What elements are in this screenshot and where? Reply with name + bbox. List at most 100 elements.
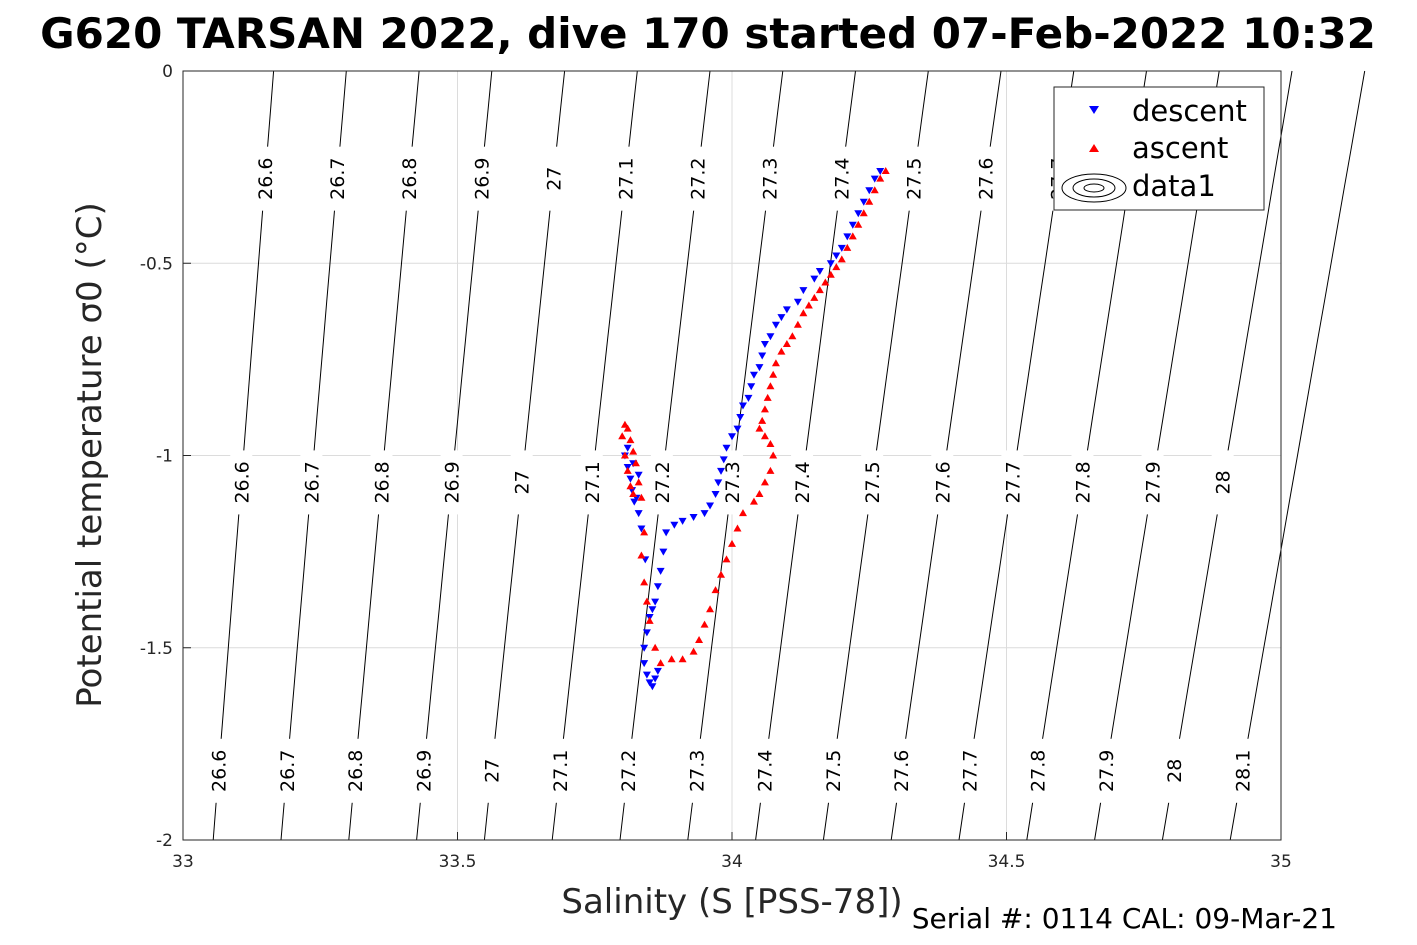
ascent-point (629, 489, 638, 497)
contour-label-top: 27.5 (904, 158, 926, 200)
descent-point (645, 679, 654, 687)
ascent-point (626, 482, 635, 490)
contour-label-middle: 28 (1213, 470, 1235, 494)
contour-label-bottom: 27.4 (755, 750, 777, 792)
legend-contour-icon (1061, 173, 1127, 203)
contour-label-bg (1141, 450, 1164, 515)
ascent-point (722, 555, 731, 563)
contour-label-bg (974, 146, 997, 211)
contour-label-bottom: 27.6 (891, 750, 913, 792)
x-tick-label: 33 (172, 852, 194, 872)
ascent-point (651, 643, 660, 651)
contour-label-bg (542, 146, 565, 211)
descent-point (642, 629, 651, 637)
descent-point (630, 498, 639, 506)
descent-point (832, 252, 841, 260)
contour-label-bg (548, 738, 571, 803)
descent-point (870, 175, 879, 183)
descent-point (815, 267, 824, 275)
contour-label-bottom: 26.7 (277, 750, 299, 792)
x-tick-label: 35 (1270, 852, 1292, 872)
descent-point (719, 456, 728, 464)
contour-label-bg (370, 450, 393, 515)
contour-label-bg (1094, 738, 1117, 803)
contour-label-bg (207, 738, 230, 803)
descent-point (656, 567, 665, 575)
contour-label-bg (326, 146, 349, 211)
contour-label-middle: 27.4 (792, 461, 814, 503)
ascent-point (717, 570, 726, 578)
ascent-point (821, 278, 830, 286)
contour-label-middle: 26.6 (231, 461, 253, 503)
ascent-point (843, 243, 852, 251)
contour-label-bg (480, 738, 503, 803)
ascent-point (637, 551, 646, 559)
ascent-point (706, 605, 715, 613)
ascent-point (848, 232, 857, 240)
contour-label-bg (398, 146, 421, 211)
descent-point (714, 479, 723, 487)
ascent-point (637, 493, 646, 501)
contour-label-bg (958, 738, 981, 803)
contour-label-bg (580, 450, 603, 515)
descent-point (648, 606, 657, 614)
ascent-point (865, 197, 874, 205)
descent-point (749, 371, 758, 379)
ascent-point (689, 647, 698, 655)
legend-data1-label: data1 (1132, 169, 1216, 203)
contour-label-bg (650, 450, 673, 515)
legend-descent-marker (1089, 106, 1099, 114)
contour-label-top: 27.1 (615, 158, 637, 200)
descent-point (777, 314, 786, 322)
contour-label-bottom: 26.8 (345, 750, 367, 792)
ascent-point (642, 597, 651, 605)
legend-ascent-label: ascent (1132, 131, 1228, 165)
descent-point (771, 321, 780, 329)
ascent-point (771, 359, 780, 367)
contour-label-bg (510, 450, 533, 515)
y-tick-label: -0.5 (140, 254, 173, 274)
contour-label-bg (791, 450, 814, 515)
ascent-point (766, 439, 775, 447)
descent-point (859, 198, 868, 206)
contour-label-middle: 27.1 (582, 461, 604, 503)
descent-point (876, 167, 885, 175)
ascent-point (620, 420, 629, 428)
ascent-point (758, 416, 767, 424)
contour-label-bottom: 26.6 (209, 750, 231, 792)
y-axis-label: Potential temperature σ0 (°C) (70, 202, 110, 708)
ascent-point (656, 659, 665, 667)
descent-point (640, 660, 649, 668)
contour-label-bg (440, 450, 463, 515)
ascent-point (804, 301, 813, 309)
ascent-point (749, 497, 758, 505)
descent-point (736, 414, 745, 422)
contour-label-bg (1211, 450, 1234, 515)
contour-label-bg (753, 738, 776, 803)
contour-label-bg (890, 738, 913, 803)
contour-label-top: 26.9 (471, 158, 493, 200)
contour-label-middle: 26.8 (372, 461, 394, 503)
contour-label-bottom: 27.3 (686, 750, 708, 792)
contour-label-bottom: 27.7 (959, 750, 981, 792)
ascent-point (870, 186, 879, 194)
contour-label-bottom: 28.1 (1232, 750, 1254, 792)
ascent-point (766, 382, 775, 390)
descent-point (634, 510, 643, 518)
contour-label-bg (1001, 450, 1024, 515)
descent-point (744, 394, 753, 402)
contour-label-bg (758, 146, 781, 211)
descent-point (640, 644, 649, 652)
contour-label-bg (685, 738, 708, 803)
ascent-point (678, 655, 687, 663)
contour-label-top: 26.8 (399, 158, 421, 200)
descent-point (755, 364, 764, 372)
ascent-point (634, 478, 643, 486)
contour-label-top: 27.4 (832, 158, 854, 200)
chart-title: G620 TARSAN 2022, dive 170 started 07-Fe… (40, 9, 1376, 58)
descent-point (648, 683, 657, 691)
descent-point (659, 548, 668, 556)
ascent-point (826, 270, 835, 278)
contour-label-bg (830, 146, 853, 211)
